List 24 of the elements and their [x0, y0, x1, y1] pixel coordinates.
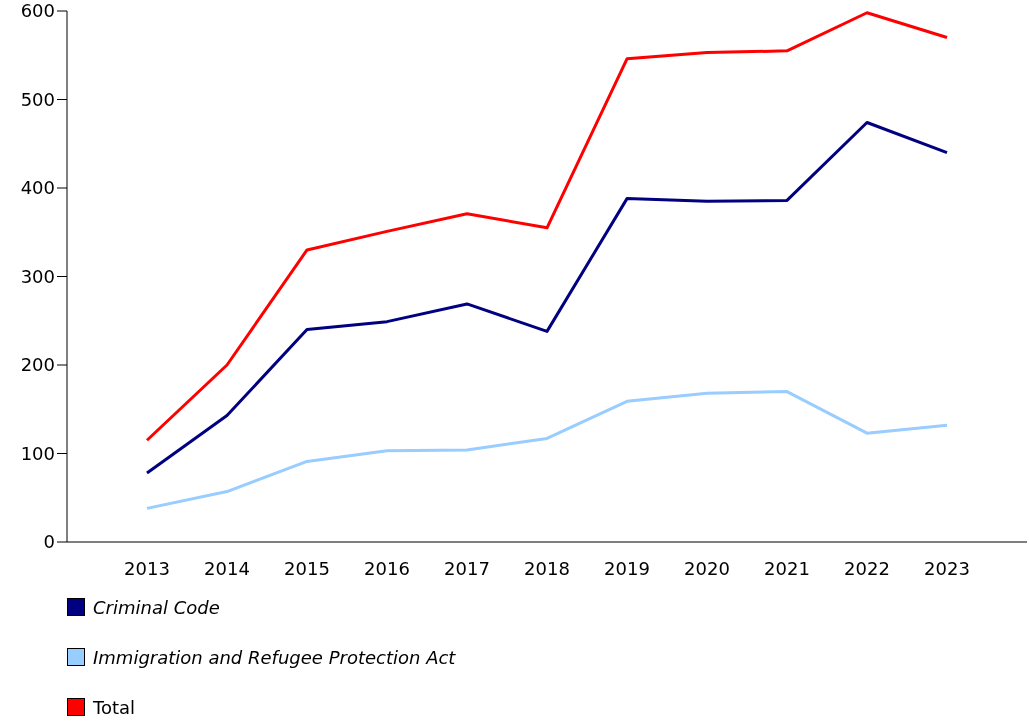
x-tick-label: 2013	[124, 557, 170, 579]
x-tick-label: 2019	[604, 557, 650, 579]
legend-label: Total	[93, 696, 136, 718]
legend-label: Immigration and Refugee Protection Act	[93, 646, 456, 668]
y-tick-label: 300	[20, 265, 55, 287]
x-tick-label: 2014	[204, 557, 250, 579]
legend-label: Criminal Code	[93, 596, 220, 618]
x-tick-label: 2020	[684, 557, 730, 579]
x-tick-label: 2018	[524, 557, 570, 579]
x-tick-label: 2017	[444, 557, 490, 579]
x-tick-label: 2022	[844, 557, 890, 579]
y-tick-label: 400	[20, 177, 55, 199]
x-tick-label: 2016	[364, 557, 410, 579]
y-tick-label: 500	[20, 88, 55, 110]
y-tick-label: 0	[43, 531, 55, 553]
y-tick-label: 600	[20, 0, 55, 22]
x-tick-label: 2015	[284, 557, 330, 579]
x-tick-label: 2021	[764, 557, 810, 579]
line-series	[145, 11, 949, 442]
y-tick-label: 200	[20, 354, 55, 376]
line-series	[145, 390, 949, 510]
y-tick-label: 100	[20, 442, 55, 464]
line-series	[145, 121, 949, 475]
x-tick-label: 2023	[924, 557, 970, 579]
